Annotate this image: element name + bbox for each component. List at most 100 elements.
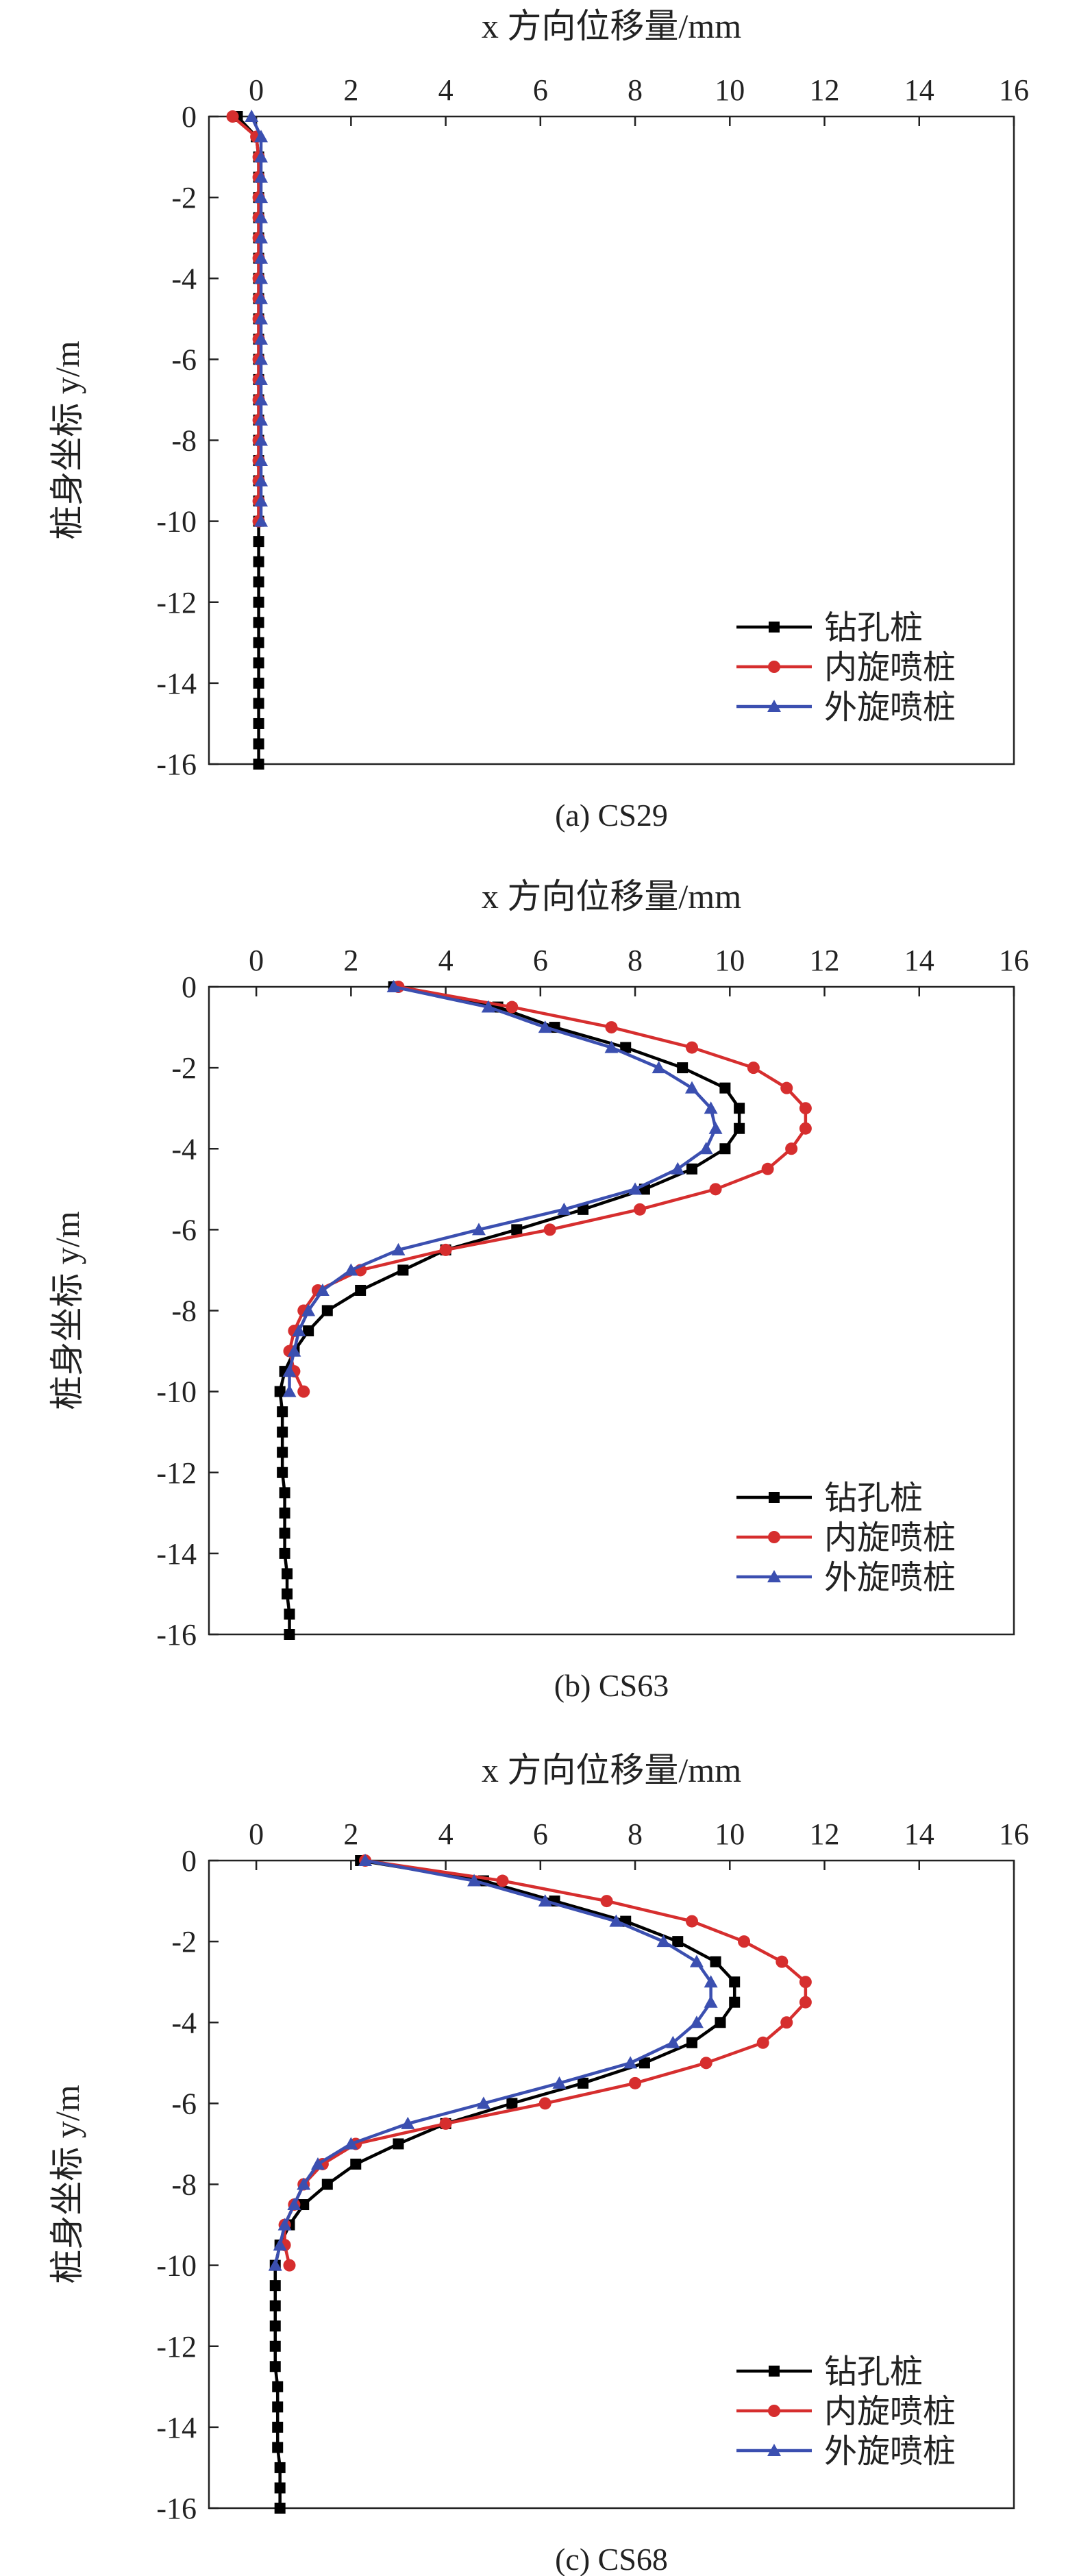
legend-label: 钻孔桩 <box>824 2353 923 2391</box>
x-tick-label: 10 <box>715 73 745 107</box>
data-point <box>272 2442 284 2453</box>
data-point <box>623 2056 638 2069</box>
data-point <box>401 2116 415 2129</box>
y-tick-label: 0 <box>182 970 197 1004</box>
x-tick-label: 8 <box>628 73 643 107</box>
series-line <box>273 1859 736 2508</box>
series-2 <box>283 981 812 1398</box>
legend-label: 外旋喷桩 <box>824 1558 956 1597</box>
data-point <box>704 1995 718 2008</box>
data-point <box>785 1142 798 1155</box>
data-point <box>269 2320 281 2332</box>
data-point <box>282 1384 297 1397</box>
data-point <box>253 759 264 770</box>
data-point <box>272 2421 284 2433</box>
x-tick-label: 12 <box>810 944 840 977</box>
data-point <box>699 1142 713 1155</box>
data-point <box>496 1874 509 1887</box>
data-point <box>686 2037 697 2048</box>
data-point <box>321 1305 333 1316</box>
data-point <box>321 2179 333 2190</box>
data-point <box>578 1203 589 1215</box>
data-point <box>689 1954 704 1967</box>
x-axis-title: x 方向位移量/mm <box>482 877 741 916</box>
data-point <box>282 1588 293 1599</box>
data-point <box>274 1386 286 1397</box>
data-point <box>283 2259 296 2272</box>
y-tick-label: -10 <box>156 1375 197 1409</box>
legend-label: 外旋喷桩 <box>824 2432 956 2470</box>
x-tick-label: 0 <box>249 944 264 977</box>
data-point <box>277 1426 288 1438</box>
data-point <box>543 1223 556 1236</box>
data-point <box>704 1975 718 1988</box>
legend-marker <box>768 1531 780 1543</box>
x-tick-label: 6 <box>533 1817 548 1851</box>
y-tick-label: -14 <box>156 2411 197 2444</box>
x-tick-label: 16 <box>999 73 1029 107</box>
data-point <box>719 1082 731 1094</box>
data-point <box>439 1243 452 1256</box>
y-tick-label: -2 <box>171 181 197 214</box>
legend-marker <box>769 1492 780 1503</box>
data-point <box>254 413 269 426</box>
data-point <box>506 1001 519 1014</box>
data-point <box>557 1202 571 1215</box>
y-tick-label: -14 <box>156 667 197 700</box>
data-point <box>274 2482 286 2494</box>
data-point <box>578 2077 589 2089</box>
data-point <box>277 1447 288 1458</box>
data-point <box>780 2016 793 2029</box>
data-point <box>253 536 264 548</box>
data-point <box>254 372 269 385</box>
data-point <box>254 210 269 223</box>
data-point <box>467 1874 482 1887</box>
y-tick-label: 0 <box>182 1844 197 1878</box>
legend-marker <box>767 700 781 712</box>
data-point <box>279 1528 290 1539</box>
data-point <box>666 2035 680 2048</box>
data-point <box>272 2381 284 2392</box>
data-point <box>511 1224 523 1236</box>
data-point <box>715 2017 726 2028</box>
data-point <box>734 1103 745 1114</box>
data-point <box>439 2117 452 2130</box>
data-point <box>253 717 264 729</box>
x-tick-label: 14 <box>904 944 934 977</box>
series-3 <box>282 980 723 1397</box>
data-point <box>552 2076 567 2089</box>
data-point <box>538 1020 552 1033</box>
data-point <box>253 738 264 750</box>
data-point <box>279 1487 290 1499</box>
data-point <box>274 2503 286 2514</box>
x-tick-label: 8 <box>628 1817 643 1851</box>
data-point <box>476 2096 491 2109</box>
x-tick-label: 6 <box>533 73 548 107</box>
data-point <box>799 1122 812 1135</box>
data-point <box>628 1182 643 1195</box>
y-tick-label: 0 <box>182 100 197 134</box>
data-point <box>506 2098 518 2109</box>
panel-caption: (c) CS68 <box>555 2542 668 2576</box>
x-tick-label: 10 <box>715 944 745 977</box>
series-1 <box>269 1855 741 2514</box>
data-point <box>274 2462 286 2473</box>
chart-panel-3: 0 2 4 6 8 10 12 14 16 0 -2 -4 -6 -8 -10 -12 -14 -16 x 方向位移… <box>48 1751 1029 2576</box>
legend-marker <box>768 661 780 673</box>
x-tick-label: 16 <box>999 944 1029 977</box>
data-point <box>310 2157 325 2170</box>
data-point <box>253 637 264 648</box>
data-point <box>605 1021 618 1034</box>
series-3 <box>268 1854 718 2271</box>
x-axis-title: x 方向位移量/mm <box>482 7 741 45</box>
series-line <box>288 985 808 1393</box>
data-point <box>254 191 269 204</box>
data-point <box>799 1102 812 1115</box>
x-tick-label: 0 <box>249 1817 264 1851</box>
y-tick-label: -16 <box>156 748 197 781</box>
series-1 <box>274 981 745 1640</box>
y-tick-label: -10 <box>156 2249 197 2283</box>
x-tick-label: 0 <box>249 73 264 107</box>
data-point <box>254 433 269 446</box>
